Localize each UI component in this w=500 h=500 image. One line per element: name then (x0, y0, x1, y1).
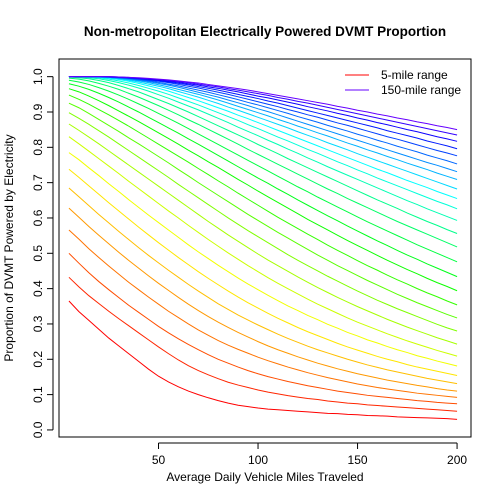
series-line-75-mile (68, 83, 458, 278)
series-line-10-mile (68, 276, 458, 412)
y-axis: 0.0 0.1 0.2 0.3 0.4 0.5 0.6 0.7 0.8 0.9 1.0 (31, 68, 54, 438)
y-tick-label: 0.6 (31, 209, 45, 226)
x-axis-label: Average Daily Vehicle Miles Traveled (166, 470, 363, 484)
y-tick-label: 0.2 (31, 351, 45, 368)
y-tick-label: 0.9 (31, 103, 45, 120)
plot-frame (58, 58, 472, 438)
x-tick-label: 150 (348, 453, 368, 467)
series-line-30-mile (68, 187, 458, 385)
series-line-95-mile (68, 76, 458, 221)
series-line-35-mile (68, 168, 458, 377)
x-axis: 50 100 150 200 (152, 442, 467, 467)
y-tick-label: 0.5 (31, 245, 45, 262)
y-tick-label: 0.7 (31, 174, 45, 191)
series-line-110-mile (68, 76, 458, 190)
y-tick-label: 0.3 (31, 315, 45, 332)
y-tick-label: 0.0 (31, 421, 45, 438)
legend-label: 150-mile range (381, 83, 461, 97)
y-axis-label: Proportion of DVMT Powered by Electricit… (2, 134, 16, 361)
series-line-55-mile (68, 112, 458, 332)
series-line-100-mile (68, 76, 458, 210)
series-line-25-mile (68, 207, 458, 392)
series-line-50-mile (68, 123, 458, 345)
y-tick-label: 0.4 (31, 280, 45, 297)
series-line-45-mile (68, 136, 458, 357)
series-layer (68, 76, 458, 420)
series-line-60-mile (68, 102, 458, 319)
series-line-105-mile (68, 76, 458, 200)
series-line-120-mile (68, 76, 458, 173)
y-tick-label: 1.0 (31, 68, 45, 85)
series-line-80-mile (68, 79, 458, 263)
series-line-5-mile (68, 300, 458, 420)
series-line-15-mile (68, 252, 458, 405)
series-line-90-mile (68, 76, 458, 234)
series-line-150-mile (68, 76, 458, 131)
legend-label: 5-mile range (381, 68, 448, 82)
series-line-20-mile (68, 229, 458, 398)
y-tick-label: 0.8 (31, 139, 45, 156)
series-line-115-mile (68, 76, 458, 180)
series-line-70-mile (68, 88, 458, 292)
series-line-130-mile (68, 76, 458, 157)
series-line-40-mile (68, 152, 458, 367)
x-tick-label: 200 (447, 453, 467, 467)
series-line-85-mile (68, 77, 458, 248)
series-line-65-mile (68, 94, 458, 306)
y-tick-label: 0.1 (31, 386, 45, 403)
x-tick-label: 100 (248, 453, 268, 467)
chart-title: Non-metropolitan Electrically Powered DV… (84, 24, 446, 39)
x-tick-label: 50 (152, 453, 166, 467)
